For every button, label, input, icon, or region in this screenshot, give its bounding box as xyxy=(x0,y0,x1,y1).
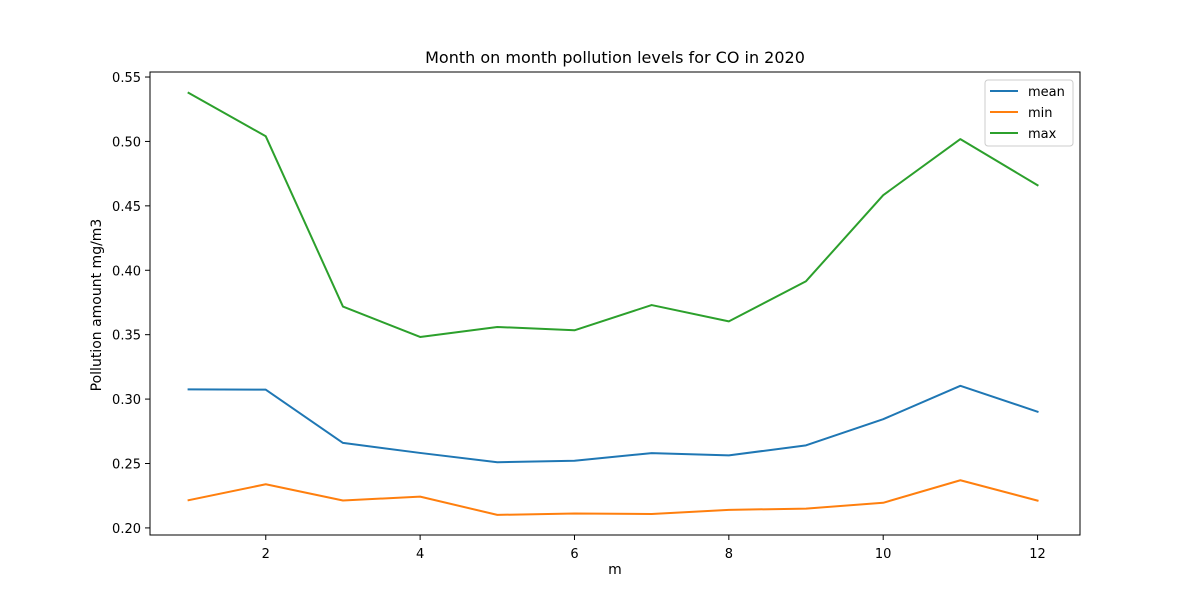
legend: mean min max xyxy=(984,79,1074,147)
y-tick-label: 0.20 xyxy=(112,522,141,537)
chart-title: Month on month pollution levels for CO i… xyxy=(425,48,805,67)
y-tick-label: 0.40 xyxy=(112,264,141,279)
x-tick-label: 8 xyxy=(725,547,733,562)
legend-box xyxy=(984,79,1074,147)
series-line-min xyxy=(187,479,1039,516)
y-axis-label: Pollution amount mg/m3 xyxy=(89,219,105,392)
plot-area xyxy=(187,91,1039,516)
axes: 2 4 6 8 10 12 0.20 0.25 0.30 0.35 0.40 0.45 0.50 0.55 xyxy=(112,71,1081,562)
y-tick-label: 0.50 xyxy=(112,135,141,150)
y-tick-label: 0.25 xyxy=(112,458,141,473)
y-tick-label: 0.30 xyxy=(112,393,141,408)
series-line-mean xyxy=(187,384,1039,464)
x-tick-label: 4 xyxy=(416,547,424,562)
legend-label-min: min xyxy=(1028,106,1053,121)
x-axis-label: m xyxy=(608,562,622,578)
x-tick-label: 6 xyxy=(570,547,578,562)
legend-label-max: max xyxy=(1028,127,1057,142)
legend-label-mean: mean xyxy=(1028,85,1065,100)
y-tick-label: 0.35 xyxy=(112,329,141,344)
series-line-max xyxy=(187,91,1039,338)
x-tick-label: 10 xyxy=(875,547,892,562)
axes-frame xyxy=(149,71,1081,536)
x-tick-label: 2 xyxy=(262,547,270,562)
y-tick-label: 0.45 xyxy=(112,200,141,215)
y-tick-label: 0.55 xyxy=(112,71,141,86)
x-tick-label: 12 xyxy=(1029,547,1046,562)
